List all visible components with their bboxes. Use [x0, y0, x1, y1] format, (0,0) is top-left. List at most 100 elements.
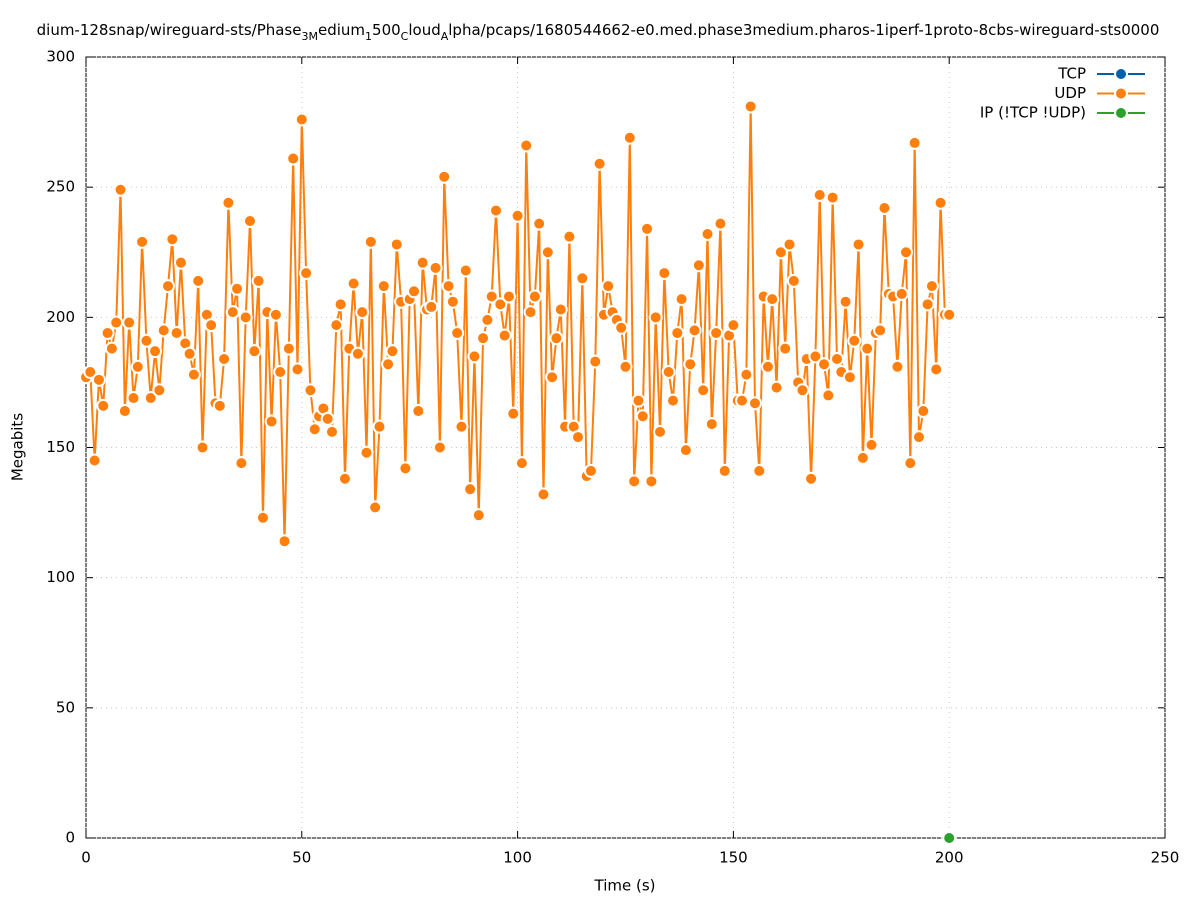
data-point — [126, 391, 141, 406]
data-point — [230, 281, 245, 296]
data-point — [333, 297, 348, 312]
title-part: 3M — [301, 30, 318, 43]
data-point — [514, 456, 529, 471]
data-point — [290, 362, 305, 377]
data-point — [497, 328, 512, 343]
data-point — [445, 294, 460, 309]
data-point — [264, 414, 279, 429]
title-part: lpha/pcaps/1680544662-e0.med.phase3mediu… — [448, 21, 1159, 39]
data-point — [467, 349, 482, 364]
data-point — [450, 325, 465, 340]
data-point — [933, 195, 948, 210]
data-point — [385, 344, 400, 359]
data-point — [398, 461, 413, 476]
data-point — [117, 404, 132, 419]
data-point — [286, 151, 301, 166]
data-point — [674, 292, 689, 307]
data-point — [765, 292, 780, 307]
data-point — [255, 510, 270, 525]
data-point — [506, 406, 521, 421]
data-point — [942, 307, 957, 322]
y-tick-label: 150 — [46, 438, 75, 456]
x-tick-label: 150 — [719, 849, 748, 867]
data-point — [907, 135, 922, 150]
data-point — [532, 216, 547, 231]
data-point — [463, 482, 478, 497]
data-point — [186, 367, 201, 382]
data-point — [161, 279, 176, 294]
data-point — [376, 279, 391, 294]
data-point — [877, 200, 892, 215]
data-point — [212, 398, 227, 413]
data-point — [299, 266, 314, 281]
data-point — [687, 323, 702, 338]
data-point — [519, 138, 534, 153]
data-point — [657, 266, 672, 281]
data-point — [381, 357, 396, 372]
data-point — [635, 409, 650, 424]
data-point — [135, 234, 150, 249]
title-part: loud — [408, 21, 440, 39]
title-part: C — [401, 30, 409, 43]
data-point — [432, 440, 447, 455]
y-tick-label: 0 — [65, 829, 75, 847]
legend-marker — [1114, 67, 1128, 81]
data-point — [273, 365, 288, 380]
data-point — [411, 404, 426, 419]
y-tick-label: 250 — [46, 178, 75, 196]
data-point — [942, 831, 957, 845]
data-point — [454, 419, 469, 434]
data-point — [678, 443, 693, 458]
data-point — [493, 297, 508, 312]
data-point — [238, 310, 253, 325]
data-point — [359, 445, 374, 460]
data-point — [191, 273, 206, 288]
data-point — [320, 411, 335, 426]
data-point — [592, 156, 607, 171]
title-part: 500 — [372, 21, 401, 39]
data-point — [769, 380, 784, 395]
data-point — [795, 383, 810, 398]
data-point — [355, 305, 370, 320]
data-point — [549, 331, 564, 346]
plot-frame — [85, 56, 1166, 839]
x-tick-label: 250 — [1151, 849, 1180, 867]
data-point — [437, 169, 452, 184]
y-tick-label: 200 — [46, 308, 75, 326]
data-point — [860, 341, 875, 356]
data-point — [691, 258, 706, 273]
data-point — [812, 187, 827, 202]
data-point — [100, 325, 115, 340]
data-point — [428, 260, 443, 275]
data-point — [458, 263, 473, 278]
data-point — [471, 508, 486, 523]
data-point — [234, 456, 249, 471]
data-point — [713, 216, 728, 231]
data-point — [700, 227, 715, 242]
data-point — [165, 232, 180, 247]
data-point — [847, 333, 862, 348]
data-point — [873, 323, 888, 338]
data-point — [96, 398, 111, 413]
data-point — [920, 297, 935, 312]
data-point — [851, 237, 866, 252]
y-tick-label: 100 — [46, 568, 75, 586]
title-part: 1 — [365, 30, 372, 43]
data-point — [899, 245, 914, 260]
data-point — [825, 190, 840, 205]
data-point — [855, 450, 870, 465]
data-point — [484, 289, 499, 304]
data-point — [735, 393, 750, 408]
data-point — [773, 245, 788, 260]
data-point — [91, 372, 106, 387]
data-point — [424, 299, 439, 314]
data-point — [225, 305, 240, 320]
data-point — [303, 383, 318, 398]
data-point — [307, 422, 322, 437]
data-point — [696, 383, 711, 398]
legend-label: TCP — [1057, 65, 1086, 83]
data-point — [277, 534, 292, 549]
data-point — [890, 359, 905, 374]
data-point — [864, 437, 879, 452]
data-point — [247, 344, 262, 359]
